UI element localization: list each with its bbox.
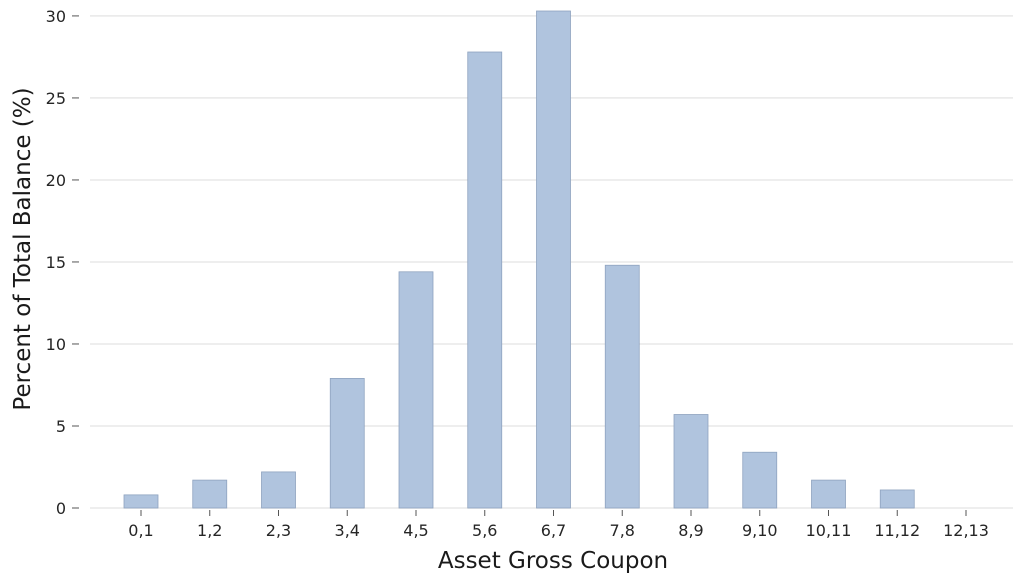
bar-1-2 xyxy=(192,479,228,509)
x-tick-label: 12,13 xyxy=(943,521,989,540)
x-tick-label: 7,8 xyxy=(610,521,635,540)
y-axis-ticks: 0 5 10 15 20 25 30 xyxy=(46,7,79,518)
y-tick-label: 0 xyxy=(56,499,66,518)
bar-10-11 xyxy=(811,479,846,509)
bar-6-7 xyxy=(536,10,571,509)
x-tick-label: 11,12 xyxy=(874,521,920,540)
bar-7-8 xyxy=(604,264,640,509)
x-tick-label: 1,2 xyxy=(197,521,222,540)
bar-9-10 xyxy=(742,451,778,509)
y-axis-title: Percent of Total Balance (%) xyxy=(10,87,36,410)
x-tick-label: 3,4 xyxy=(335,521,360,540)
x-tick-label: 4,5 xyxy=(403,521,428,540)
bar-2-3 xyxy=(261,471,296,509)
bar-5-6 xyxy=(467,51,503,509)
y-tick-label: 25 xyxy=(46,89,66,108)
x-tick-label: 10,11 xyxy=(806,521,852,540)
x-axis-title: Asset Gross Coupon xyxy=(438,548,668,573)
x-tick-label: 6,7 xyxy=(541,521,566,540)
y-tick-label: 15 xyxy=(46,253,66,272)
x-tick-label: 9,10 xyxy=(742,521,778,540)
bar-8-9 xyxy=(673,414,709,509)
y-tick-label: 30 xyxy=(46,7,66,26)
bar-4-5 xyxy=(398,271,434,509)
x-axis-ticks: 0,1 1,2 2,3 3,4 4,5 5,6 6,7 7,8 8,9 9,10 10,11 11,1… xyxy=(128,510,989,540)
x-tick-label: 0,1 xyxy=(128,521,153,540)
bar-0-1 xyxy=(123,494,159,509)
bar-11-12 xyxy=(879,489,915,509)
y-tick-label: 5 xyxy=(56,417,66,436)
x-tick-label: 2,3 xyxy=(266,521,291,540)
x-tick-label: 5,6 xyxy=(472,521,497,540)
y-tick-label: 10 xyxy=(46,335,66,354)
bars xyxy=(123,10,915,509)
x-tick-label: 8,9 xyxy=(678,521,703,540)
bar-3-4 xyxy=(329,378,365,509)
y-tick-label: 20 xyxy=(46,171,66,190)
